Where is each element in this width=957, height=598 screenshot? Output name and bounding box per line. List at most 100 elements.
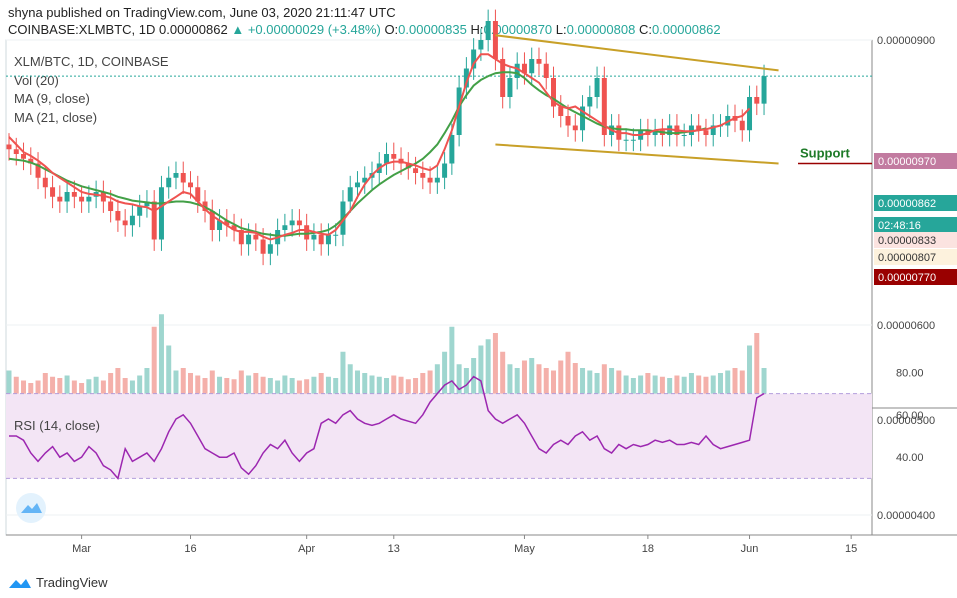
candle-body bbox=[580, 106, 586, 131]
candle-body bbox=[151, 201, 157, 240]
candle-body bbox=[761, 76, 767, 104]
volume-bar bbox=[572, 363, 578, 408]
brand-label: TradingView bbox=[36, 575, 108, 590]
high-value: 0.00000870 bbox=[483, 22, 553, 37]
symbol-label: COINBASE:XLMBTC, 1D bbox=[8, 22, 156, 37]
volume-bar bbox=[260, 376, 266, 408]
volume-bar bbox=[638, 375, 644, 408]
candle-body bbox=[565, 116, 571, 126]
candle-body bbox=[442, 163, 448, 178]
candle-body bbox=[173, 173, 179, 178]
low-label: L: bbox=[555, 22, 567, 37]
candle-body bbox=[79, 196, 85, 202]
volume-bar bbox=[173, 370, 179, 408]
time-axis-label: 16 bbox=[184, 543, 196, 555]
candle-body bbox=[50, 187, 56, 197]
volume-bar bbox=[739, 370, 745, 408]
volume-bar bbox=[485, 339, 491, 408]
volume-bar bbox=[282, 375, 288, 408]
legend-ma9[interactable]: MA (9, close) bbox=[14, 91, 90, 106]
candle-body bbox=[209, 211, 215, 230]
candle-body bbox=[180, 173, 186, 183]
volume-bar bbox=[710, 375, 716, 408]
volume-bar bbox=[616, 370, 622, 408]
volume-bar bbox=[558, 360, 564, 408]
rsi-axis-label: 60.00 bbox=[896, 410, 924, 422]
volume-bar bbox=[362, 373, 368, 408]
volume-bar bbox=[667, 378, 673, 408]
volume-bar bbox=[144, 368, 150, 408]
volume-bar bbox=[318, 373, 324, 408]
candle-body bbox=[601, 78, 607, 135]
volume-bar bbox=[580, 368, 586, 408]
tradingview-footer[interactable]: TradingView bbox=[8, 575, 108, 590]
candle-body bbox=[492, 21, 498, 59]
volume-bar bbox=[565, 351, 571, 408]
volume-bar bbox=[601, 364, 607, 408]
time-axis-label: 15 bbox=[845, 543, 857, 555]
candle-body bbox=[630, 139, 636, 141]
volume-bar bbox=[64, 375, 70, 408]
volume-bar bbox=[137, 375, 143, 408]
candle-body bbox=[384, 154, 390, 164]
candle-body bbox=[289, 220, 295, 226]
candle-body bbox=[144, 201, 150, 207]
rsi-axis-label: 40.00 bbox=[896, 452, 924, 464]
volume-bar bbox=[42, 373, 48, 408]
price-badge bbox=[874, 153, 957, 169]
price-badge bbox=[874, 232, 957, 248]
candle-body bbox=[623, 139, 629, 141]
candle-body bbox=[754, 97, 760, 104]
ma9-line bbox=[8, 53, 751, 241]
price-badge bbox=[874, 269, 957, 285]
legend-title[interactable]: XLM/BTC, 1D, COINBASE bbox=[14, 54, 169, 69]
change-up-icon: ▲ bbox=[231, 22, 245, 37]
volume-bar bbox=[369, 375, 375, 408]
volume-bar bbox=[108, 373, 114, 408]
candle-body bbox=[507, 78, 513, 97]
candle-body bbox=[478, 40, 484, 50]
volume-bar bbox=[659, 376, 665, 408]
volume-bar bbox=[609, 368, 615, 408]
low-value: 0.00000808 bbox=[566, 22, 636, 37]
candle-body bbox=[500, 59, 506, 97]
candle-body bbox=[28, 158, 34, 164]
candle-body bbox=[296, 220, 302, 226]
candle-body bbox=[354, 182, 360, 188]
candle-body bbox=[558, 106, 564, 116]
candle-body bbox=[217, 220, 223, 230]
legend-ma21[interactable]: MA (21, close) bbox=[14, 109, 98, 125]
volume-bar bbox=[703, 376, 709, 408]
high-label: H: bbox=[470, 22, 484, 37]
volume-bar bbox=[456, 364, 462, 408]
volume-bar bbox=[347, 364, 353, 408]
price-badge-label: 02:48:16 bbox=[878, 220, 921, 232]
tradingview-watermark-icon bbox=[16, 493, 46, 523]
time-axis-label: 18 bbox=[642, 543, 654, 555]
volume-bar bbox=[246, 375, 252, 408]
candle-body bbox=[536, 59, 542, 64]
rsi-title: RSI (14, close) bbox=[14, 418, 100, 433]
volume-bar bbox=[623, 375, 629, 408]
candle-body bbox=[311, 234, 317, 240]
volume-bar bbox=[529, 358, 535, 408]
volume-bar bbox=[195, 375, 201, 408]
lower-trendline bbox=[495, 143, 779, 165]
volume-bar bbox=[289, 378, 295, 408]
time-axis-label: Apr bbox=[298, 543, 315, 555]
candle-body bbox=[333, 234, 339, 236]
volume-bar bbox=[449, 326, 455, 408]
price-axis-label: 0.00000400 bbox=[877, 510, 935, 522]
time-axis-label: May bbox=[514, 543, 535, 555]
candle-body bbox=[246, 234, 252, 245]
candle-body bbox=[521, 63, 527, 74]
price-badge-label: 0.00000807 bbox=[878, 252, 936, 264]
time-axis-label: Mar bbox=[72, 543, 91, 555]
candle-body bbox=[325, 234, 331, 245]
candle-body bbox=[703, 130, 709, 135]
candle-body bbox=[449, 135, 455, 164]
candle-body bbox=[224, 220, 230, 226]
volume-bar bbox=[166, 345, 172, 408]
price-badge-label: 0.00000862 bbox=[878, 198, 936, 210]
